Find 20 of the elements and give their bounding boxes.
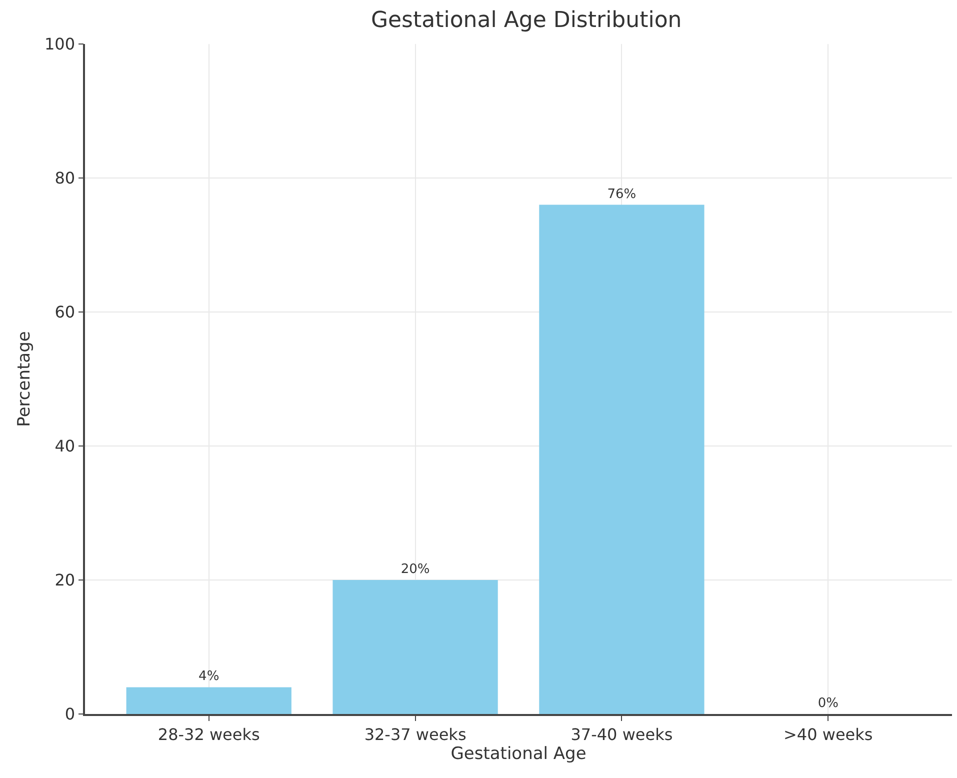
data-label: 0% bbox=[818, 696, 838, 711]
y-tick-label: 40 bbox=[54, 436, 76, 456]
y-tick-label: 100 bbox=[44, 34, 76, 54]
chart-title: Gestational Age Distribution bbox=[370, 8, 682, 34]
y-tick-label: 60 bbox=[54, 302, 76, 322]
x-axis-title: Gestational Age bbox=[450, 744, 586, 764]
x-tick-label: >40 weeks bbox=[784, 724, 873, 744]
data-label: 20% bbox=[400, 562, 430, 577]
y-axis-title: Percentage bbox=[14, 331, 35, 427]
data-label: 76% bbox=[607, 186, 636, 202]
y-tick-label: 20 bbox=[54, 570, 76, 590]
bar bbox=[126, 687, 292, 714]
x-tick-label: 28-32 weeks bbox=[158, 724, 260, 744]
bar bbox=[539, 204, 704, 714]
data-label: 4% bbox=[198, 669, 220, 684]
x-tick-label: 32-37 weeks bbox=[364, 724, 466, 744]
y-tick-label: 80 bbox=[54, 168, 76, 188]
x-tick-label: 37-40 weeks bbox=[570, 724, 673, 744]
bar bbox=[332, 580, 498, 714]
y-tick-label: 0 bbox=[64, 704, 76, 724]
